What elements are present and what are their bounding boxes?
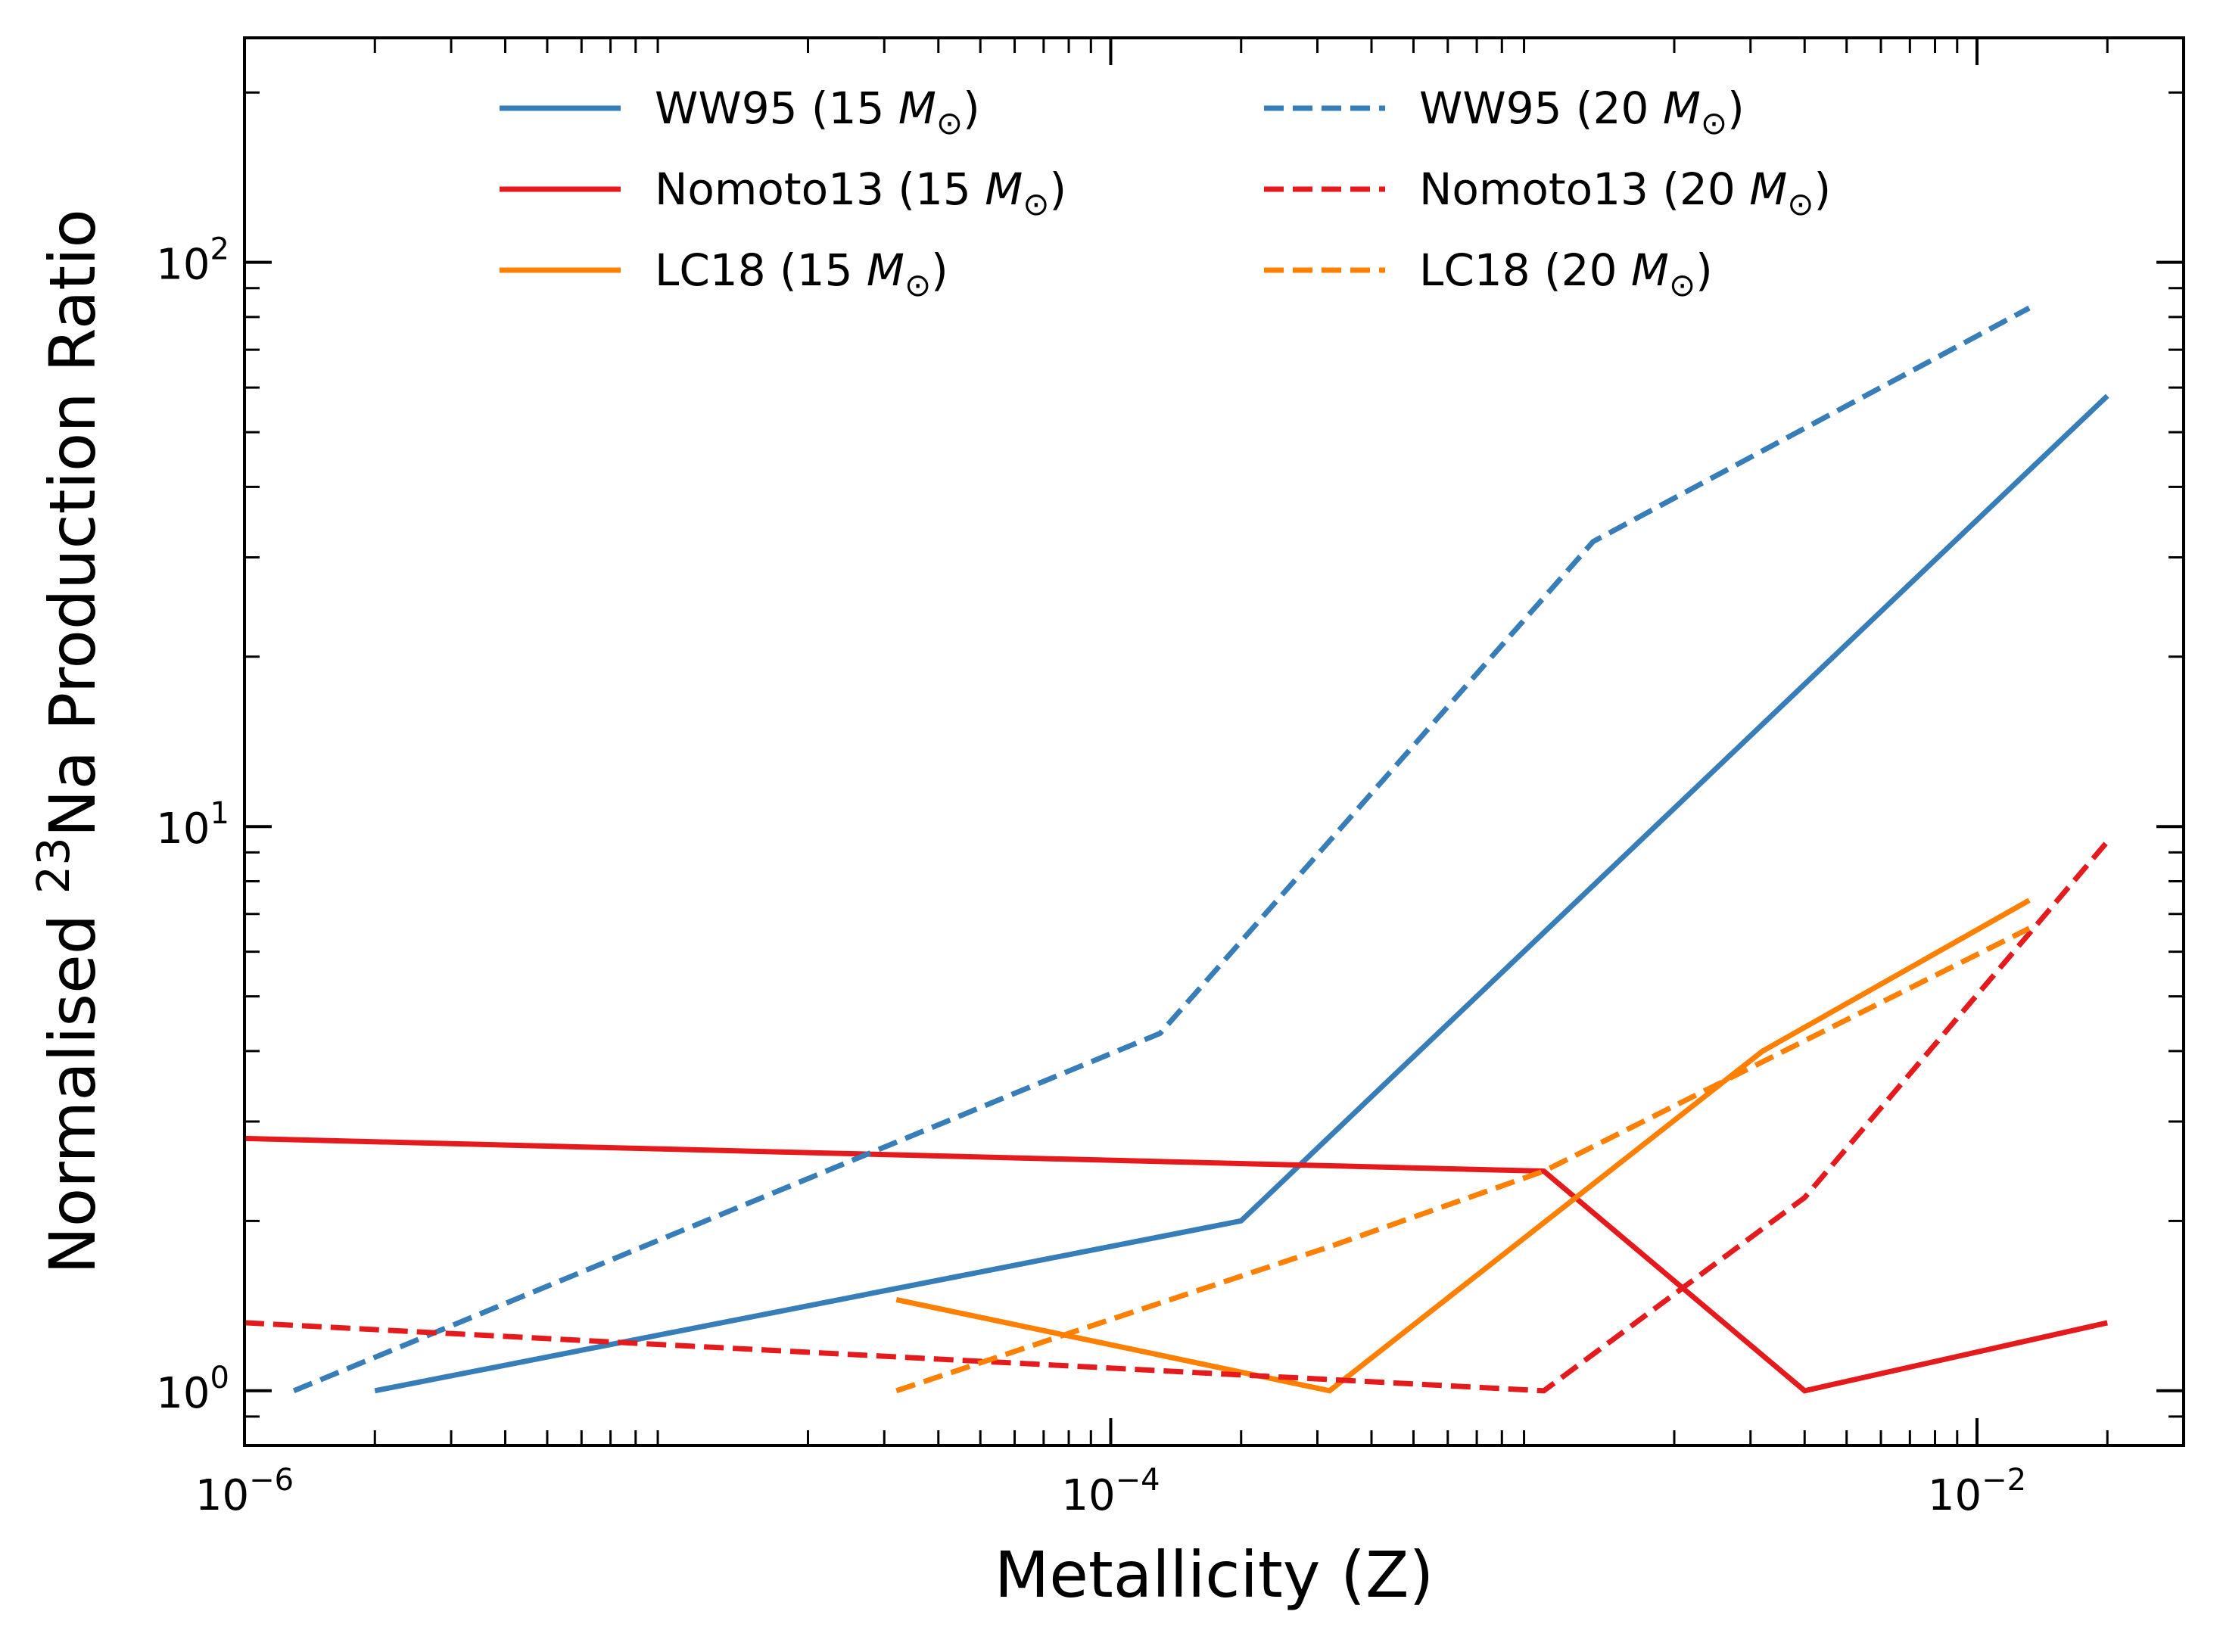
tick-labels: 10−6 10−4 10−2 100 101 102 — [156, 232, 2026, 1520]
y-axis-label-sup: 23 — [27, 837, 79, 894]
series-line-1 — [244, 1135, 2108, 1394]
legend: WW95 (15 M⊙) Nomoto13 (15 M⊙) LC18 (15 M⊙)… — [500, 82, 1831, 303]
series-line-4 — [244, 839, 2109, 1394]
legend-label-5: LC18 (20 M⊙) — [1419, 244, 1713, 303]
series-line-2 — [895, 898, 2031, 1394]
plot-frame — [243, 36, 2185, 1447]
x-tick-label: 10−2 — [1928, 1463, 2026, 1520]
legend-label-2: LC18 (15 M⊙) — [655, 244, 948, 303]
x-tick-label: 10−4 — [1061, 1463, 1160, 1520]
y-axis-label: Normalised 23Na Production Ratio — [27, 209, 111, 1274]
legend-label-0: WW95 (15 M⊙) — [655, 82, 980, 142]
y-axis-label-suffix: Na Production Ratio — [36, 209, 110, 837]
series-layer — [244, 305, 2109, 1394]
series-line-3 — [292, 305, 2031, 1394]
x-axis-label: Metallicity (Z) — [995, 1538, 1434, 1612]
minor-ticks — [244, 38, 2185, 1447]
y-tick-label: 101 — [156, 796, 229, 854]
y-axis-label-prefix: Normalised — [36, 894, 110, 1274]
series-line-0 — [374, 394, 2109, 1394]
legend-label-4: Nomoto13 (20 M⊙) — [1419, 163, 1831, 222]
y-tick-label: 100 — [156, 1361, 229, 1418]
major-ticks — [243, 38, 2184, 1445]
legend-label-1: Nomoto13 (15 M⊙) — [655, 163, 1066, 222]
y-tick-label: 102 — [156, 232, 229, 290]
series-line-5 — [895, 926, 2031, 1394]
legend-label-3: WW95 (20 M⊙) — [1419, 82, 1745, 142]
x-tick-label: 10−6 — [195, 1463, 294, 1520]
